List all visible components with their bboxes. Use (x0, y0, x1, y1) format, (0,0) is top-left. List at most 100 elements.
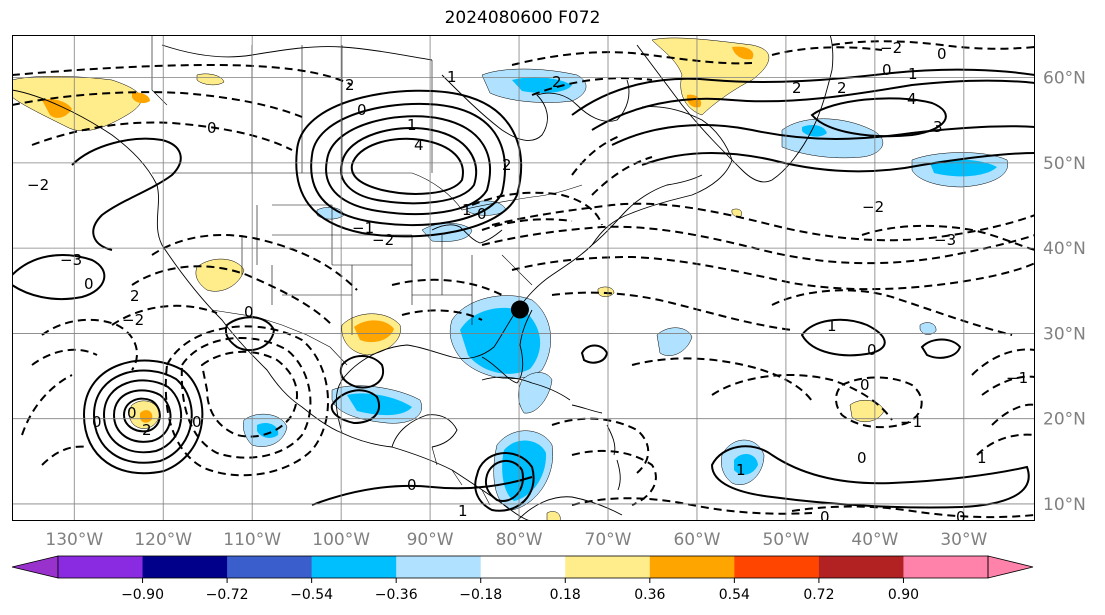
contour-jet-3 (611, 124, 1035, 146)
dash-north-1 (12, 63, 353, 86)
dash-lakes-2 (481, 218, 573, 231)
contour-high-north (810, 97, 947, 138)
colorbar-bin (311, 556, 397, 578)
shade-orange-greenland (686, 94, 702, 108)
contour-label: 0 (127, 404, 137, 422)
shade-negative-pacific-core (257, 423, 279, 438)
map-panel: 2 0 1 1 4 2 0 2 −2 0 0 1 2 2 4 3 −3 −2 −… (12, 35, 1035, 521)
dash-conus-3 (111, 304, 218, 326)
dash-atl-box (771, 289, 1013, 336)
colorbar-tick-label: 0.72 (803, 587, 834, 603)
contour-label: 1 (462, 201, 472, 219)
dash-north-2 (12, 91, 303, 118)
solid-contours (12, 68, 1035, 512)
coast-arctic (161, 44, 433, 61)
dash-gulf-1 (391, 278, 503, 296)
colorbar-tick-label: −0.18 (459, 587, 502, 603)
contour-label: −2 (372, 231, 394, 249)
dash-atl-east-2 (981, 375, 1035, 396)
contour-label: 0 (407, 476, 417, 494)
contour-label: 2 (502, 156, 512, 174)
colorbar-tick-label: −0.54 (290, 587, 333, 603)
dash-greenland-2 (771, 46, 883, 56)
contour-pacific-hurricane-4 (92, 369, 193, 464)
contour-label: 0 (244, 303, 254, 321)
contour-label: 0 (477, 205, 487, 223)
dash-greenland-1 (831, 40, 1035, 50)
dash-west-coast-2 (31, 348, 98, 366)
contour-label: 1 (977, 449, 987, 467)
shade-negative-labsea-core (802, 125, 827, 137)
contour-cmex (224, 316, 276, 352)
contour-label: 0 (820, 508, 830, 521)
shade-positive-north (731, 208, 742, 217)
contour-atl-small (580, 344, 609, 364)
contour-label: 4 (907, 90, 917, 108)
contour-label: 1 (447, 68, 457, 86)
shade-positive-atl-sub (597, 286, 615, 297)
longitude-tick-label: 130°W (45, 530, 103, 550)
contour-low-center-1 (350, 137, 464, 195)
contour-label: 0 (92, 413, 102, 431)
coast-greatlakes (431, 224, 503, 244)
contour-label: 2 (792, 79, 802, 97)
contour-label: 0 (357, 101, 367, 119)
colorbar-tick-label: 0.36 (634, 587, 665, 603)
shade-negative-bahamas (518, 372, 553, 414)
contour-label: 2 (837, 79, 847, 97)
colorbar-bin (734, 556, 820, 578)
contour-label: −2 (880, 39, 902, 57)
dash-mex-2 (180, 337, 312, 459)
longitude-tick-label: 110°W (223, 530, 281, 550)
location-marker (510, 300, 529, 319)
longitude-tick-label: 70°W (585, 530, 632, 550)
longitude-tick-label: 50°W (762, 530, 809, 550)
contour-label: 0 (860, 376, 870, 394)
dash-mex-1 (200, 350, 298, 438)
dashed-contours (12, 40, 1035, 519)
border-alaska (151, 35, 168, 106)
contour-label: 0 (84, 275, 94, 293)
contour-label: −3 (934, 231, 956, 249)
colorbar-tick-label: −0.72 (206, 587, 249, 603)
dash-trough-east-3 (511, 255, 1035, 291)
latitude-tick-label: 40°N (1043, 239, 1086, 259)
contour-labels: 2 0 1 1 4 2 0 2 −2 0 0 1 2 2 4 3 −3 −2 −… (27, 39, 1028, 521)
longitude-tick-label: 90°W (407, 530, 454, 550)
colorbar-tick-label: 0.18 (550, 587, 581, 603)
coast-carib-1 (481, 376, 571, 401)
colorbar-bin (142, 556, 228, 578)
contour-jet-2 (591, 79, 1035, 131)
colorbar-border (57, 555, 989, 579)
contour-label: −1 (352, 219, 374, 237)
dash-atl-east-3 (991, 403, 1035, 426)
contour-gulf-low (339, 355, 385, 389)
contour-label: 1 (908, 65, 918, 83)
coast-gulf (335, 309, 518, 434)
contour-label: 2 (130, 287, 140, 305)
longitude-tick-label: 30°W (940, 530, 987, 550)
contour-label: 0 (882, 61, 892, 79)
colorbar-tick-label: −0.90 (121, 587, 164, 603)
contour-label: −2 (862, 198, 884, 216)
contour-label: 2 (345, 76, 355, 94)
contour-label: 0 (937, 45, 947, 63)
dash-mex-3 (164, 325, 329, 477)
colorbar-tick-label: −0.36 (375, 587, 418, 603)
contour-label: −2 (27, 176, 49, 194)
colorbar-labels: −0.90 −0.72 −0.54 −0.36 −0.18 0.18 0.36 0.54 0.7… (121, 578, 919, 603)
shade-positive-vzla (546, 511, 561, 521)
border-central-am (431, 446, 491, 506)
contour-west-1 (12, 254, 106, 301)
contour-label: 4 (414, 136, 424, 154)
contour-pacific-hurricane-3 (102, 379, 183, 454)
contour-label: 1 (827, 317, 837, 335)
contour-west-2 (71, 137, 182, 251)
dash-mid-atl-2 (861, 224, 1035, 251)
colorbar-tick-label: 0.54 (719, 587, 750, 603)
longitude-tick-label: 60°W (673, 530, 720, 550)
dash-south-2 (791, 505, 1035, 519)
shade-negative-hudson-core (512, 77, 572, 93)
dash-north-3 (31, 121, 293, 151)
shade-negative-atl-sub (656, 327, 693, 356)
